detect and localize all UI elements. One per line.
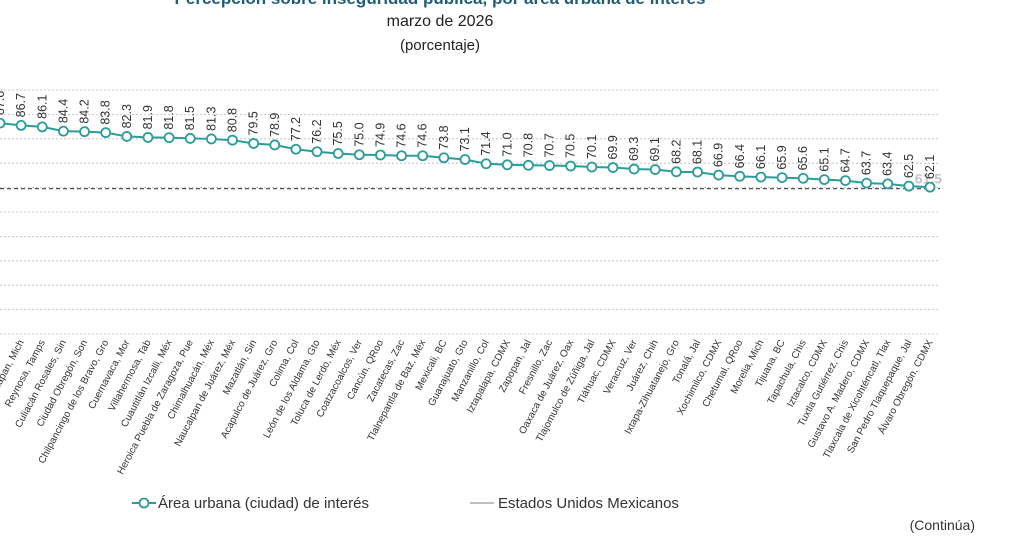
data-label: 86.7 — [14, 93, 28, 117]
data-label: 84.2 — [78, 99, 92, 123]
point-marker — [523, 159, 534, 171]
point-marker — [417, 150, 429, 162]
chart-subtitle: marzo de 2026 — [387, 13, 494, 30]
data-label: 80.8 — [226, 108, 240, 132]
data-label: 63.4 — [881, 151, 895, 175]
point-marker — [628, 163, 640, 175]
point-marker — [184, 133, 196, 144]
point-marker — [15, 119, 27, 131]
point-marker — [0, 117, 6, 129]
data-label: 75.5 — [331, 121, 345, 145]
point-marker — [755, 171, 767, 183]
data-label: 70.7 — [543, 133, 557, 157]
data-label: 66.4 — [733, 144, 747, 168]
point-marker — [311, 146, 323, 158]
point-marker — [670, 166, 682, 178]
point-marker — [882, 178, 894, 190]
data-label: 83.8 — [99, 100, 113, 124]
point-marker — [840, 175, 851, 187]
data-label: 62.1 — [923, 155, 937, 179]
data-label: 74.6 — [395, 123, 409, 147]
data-label: 65.9 — [775, 145, 789, 169]
legend-label: Estados Unidos Mexicanos — [498, 495, 679, 512]
data-label: 84.4 — [56, 99, 70, 123]
data-label: 68.2 — [669, 139, 683, 163]
data-label: 62.5 — [902, 154, 916, 178]
data-label: 70.8 — [521, 133, 535, 157]
data-label: 81.9 — [141, 105, 155, 129]
data-label: 74.9 — [373, 123, 387, 147]
data-label: 63.7 — [860, 151, 874, 175]
point-marker — [79, 126, 90, 138]
point-marker — [797, 172, 809, 184]
data-label: 70.5 — [564, 134, 578, 158]
point-marker — [332, 148, 344, 159]
point-marker — [58, 125, 69, 137]
point-marker — [100, 127, 112, 139]
data-label: 81.8 — [162, 105, 176, 129]
point-marker — [290, 143, 302, 155]
point-marker — [565, 160, 577, 172]
data-label: 68.1 — [691, 140, 705, 164]
point-marker — [713, 169, 725, 181]
point-marker — [142, 132, 154, 143]
data-label: 73.1 — [458, 127, 472, 151]
point-marker — [649, 164, 661, 175]
point-marker — [607, 162, 619, 173]
data-label: 76.2 — [310, 119, 324, 143]
point-marker — [396, 150, 407, 162]
point-marker — [353, 149, 365, 161]
data-label: 69.9 — [606, 135, 620, 159]
data-label: 75.0 — [352, 122, 366, 146]
data-label: 73.8 — [437, 125, 451, 149]
point-marker — [501, 159, 513, 171]
point-marker — [924, 181, 936, 193]
data-label: 70.1 — [585, 135, 599, 159]
data-label: 64.7 — [838, 148, 852, 172]
point-marker — [163, 132, 175, 144]
unit-note: (porcentaje) — [400, 37, 480, 54]
point-marker — [776, 172, 788, 183]
point-marker — [375, 149, 386, 161]
point-marker — [586, 161, 598, 173]
data-label: 65.1 — [817, 147, 831, 171]
data-label: 79.5 — [247, 111, 261, 135]
data-label: 66.1 — [754, 145, 768, 169]
point-marker — [269, 139, 281, 151]
data-label: 86.1 — [35, 95, 49, 119]
legend-label: Área urbana (ciudad) de interés — [158, 495, 369, 512]
data-label: 74.6 — [416, 123, 430, 147]
data-label: 78.9 — [268, 113, 282, 137]
reference-label: 61.5 — [915, 171, 942, 187]
point-marker — [205, 133, 217, 145]
data-label: 71.0 — [500, 132, 514, 156]
point-marker — [692, 166, 703, 178]
data-label: 65.6 — [796, 146, 810, 170]
data-label: 81.3 — [204, 107, 218, 131]
data-label: 81.5 — [183, 106, 197, 130]
point-marker — [861, 177, 872, 189]
point-marker — [818, 174, 830, 185]
data-label: 69.3 — [627, 137, 641, 161]
chart-title: Percepción sobre inseguridad pública, po… — [175, 0, 706, 8]
data-label: 87.6 — [0, 91, 7, 115]
data-label: 71.4 — [479, 131, 493, 155]
point-marker — [121, 131, 133, 142]
point-marker — [903, 180, 915, 192]
data-label: 66.9 — [712, 143, 726, 167]
continues-note: (Continúa) — [910, 517, 975, 533]
data-label: 82.3 — [120, 104, 134, 128]
point-marker — [734, 170, 746, 182]
point-marker — [227, 134, 238, 146]
point-marker — [459, 154, 471, 165]
point-marker — [438, 152, 450, 164]
point-marker — [36, 121, 48, 133]
point-marker — [480, 158, 492, 170]
legend-marker — [138, 497, 150, 509]
data-label: 69.1 — [648, 137, 662, 161]
data-label: 77.2 — [289, 117, 303, 141]
point-marker — [248, 138, 260, 149]
point-marker — [544, 160, 555, 171]
